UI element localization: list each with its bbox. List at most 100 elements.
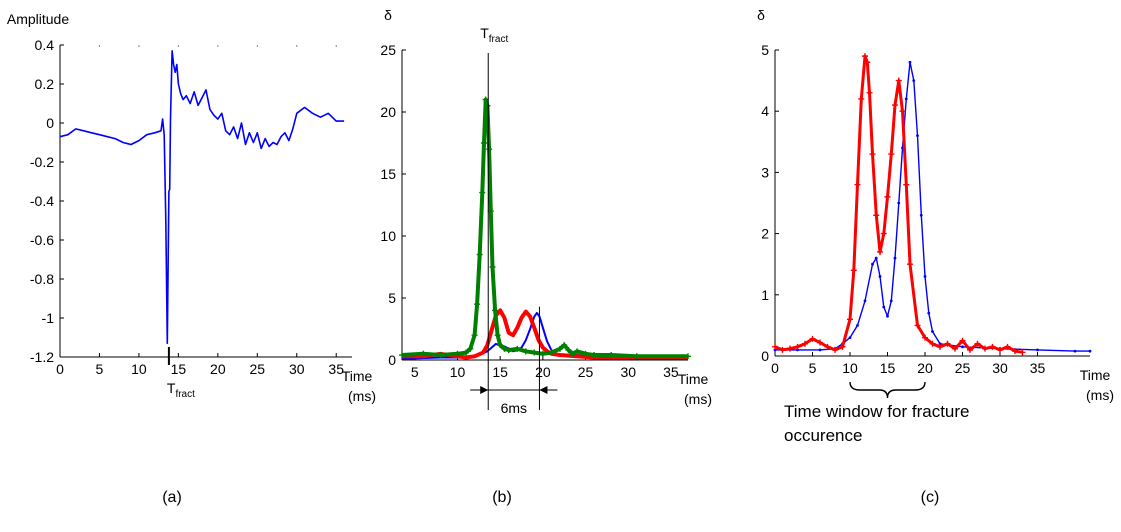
y-tick-label: 5 xyxy=(761,42,769,58)
y-tick-label: 25 xyxy=(380,42,396,58)
data-point-marker xyxy=(482,96,489,103)
span-label: 6ms xyxy=(501,400,527,416)
data-point-marker xyxy=(399,352,405,359)
data-point-marker xyxy=(892,102,898,109)
y-axis-label: δ xyxy=(757,7,765,23)
y-tick-label: 10 xyxy=(380,228,396,244)
x-tick-label: 15 xyxy=(880,360,896,376)
data-point-marker xyxy=(522,348,529,355)
data-point-marker xyxy=(539,350,546,357)
data-point-marker xyxy=(794,343,801,350)
chart-panel-1: 0.40.20-0.2-0.4-0.6-0.8-1-1.20 5 10 15 20 25 3… xyxy=(7,11,376,506)
annotation-line-1: Time window for fracture xyxy=(784,402,969,421)
data-point-marker xyxy=(862,53,868,60)
data-point-marker xyxy=(893,256,897,260)
y-tick-label: -0.4 xyxy=(30,193,54,209)
x-axis-label: Time xyxy=(1080,367,1111,383)
data-point-marker xyxy=(685,353,691,360)
data-point-marker xyxy=(903,181,910,188)
y-tick-label: 1 xyxy=(761,287,769,303)
data-point-marker xyxy=(1012,348,1018,355)
x-tick-label: 0 xyxy=(771,360,779,376)
data-point-marker xyxy=(884,193,891,200)
data-point-marker xyxy=(565,347,572,354)
data-point-marker xyxy=(874,256,878,260)
x-tick-label: 10 xyxy=(450,364,466,380)
data-point-marker xyxy=(858,95,865,102)
data-point-marker xyxy=(888,151,895,158)
y-tick-label: 3 xyxy=(761,164,769,180)
data-point-marker xyxy=(967,346,973,353)
x-tick-label: 30 xyxy=(992,360,1008,376)
data-point-marker xyxy=(809,335,816,342)
data-point-marker xyxy=(850,267,857,274)
span-arrow-head-right xyxy=(539,386,548,394)
y-tick-label: 15 xyxy=(380,166,396,182)
x-tick-label: 30 xyxy=(289,361,305,377)
data-point-marker xyxy=(864,59,871,66)
x-axis-label-unit: (ms) xyxy=(684,391,712,407)
data-point-marker xyxy=(608,352,615,359)
data-point-marker xyxy=(869,151,876,158)
data-point-marker xyxy=(486,146,493,153)
data-point-marker xyxy=(873,212,880,219)
data-point-marker xyxy=(897,201,901,205)
data-point-marker xyxy=(501,345,508,352)
data-point-marker xyxy=(471,332,478,339)
data-point-marker xyxy=(847,316,853,323)
panel-label: (c) xyxy=(921,489,940,506)
data-point-marker xyxy=(497,342,504,349)
data-point-marker xyxy=(779,346,786,353)
x-axis-label-unit: (ms) xyxy=(1086,387,1114,403)
data-point-marker xyxy=(1004,343,1011,350)
data-point-marker xyxy=(494,332,501,339)
x-tick-label: 25 xyxy=(250,361,266,377)
data-point-marker xyxy=(914,322,921,329)
data-point-marker xyxy=(923,275,927,278)
data-point-marker xyxy=(474,301,481,308)
x-tick-label: 10 xyxy=(842,360,858,376)
data-point-marker xyxy=(880,230,887,237)
panel-label: (a) xyxy=(162,489,182,506)
y-tick-label: -0.2 xyxy=(30,154,54,170)
x-tick-label: 20 xyxy=(535,364,551,380)
span-arrow-head-left xyxy=(480,386,489,394)
panel-label: (b) xyxy=(492,489,512,506)
data-point-marker xyxy=(1073,349,1077,353)
data-point-marker xyxy=(912,79,916,82)
y-tick-label: -0.6 xyxy=(30,232,54,248)
data-point-marker xyxy=(824,343,831,350)
data-point-marker xyxy=(907,261,913,268)
data-series-line xyxy=(402,308,688,360)
data-point-marker xyxy=(882,305,886,309)
data-point-marker xyxy=(931,330,934,333)
y-tick-label: 0 xyxy=(46,115,54,131)
data-point-marker xyxy=(548,349,555,356)
x-tick-label: 10 xyxy=(131,361,147,377)
y-axis-label: Amplitude xyxy=(7,11,69,27)
x-tick-label: 35 xyxy=(1030,360,1046,376)
data-point-marker xyxy=(420,350,427,357)
data-point-marker xyxy=(531,349,538,356)
data-point-marker xyxy=(480,140,487,146)
y-tick-label: 2 xyxy=(761,226,769,242)
data-point-marker xyxy=(877,248,883,255)
data-point-marker xyxy=(817,339,823,346)
y-tick-label: -1 xyxy=(42,310,55,326)
x-tick-label: 20 xyxy=(210,361,226,377)
data-point-marker xyxy=(561,342,568,349)
data-point-marker xyxy=(582,350,589,357)
data-point-marker xyxy=(856,324,859,327)
window-brace xyxy=(849,381,926,399)
data-point-marker xyxy=(479,189,486,196)
data-point-marker xyxy=(514,345,521,352)
data-point-marker xyxy=(997,346,1003,353)
data-point-marker xyxy=(818,348,822,352)
data-point-marker xyxy=(929,340,936,347)
x-axis-label: Time xyxy=(678,371,709,387)
data-point-marker xyxy=(944,340,951,347)
data-point-marker xyxy=(927,311,931,315)
y-axis-label: δ xyxy=(384,7,392,23)
